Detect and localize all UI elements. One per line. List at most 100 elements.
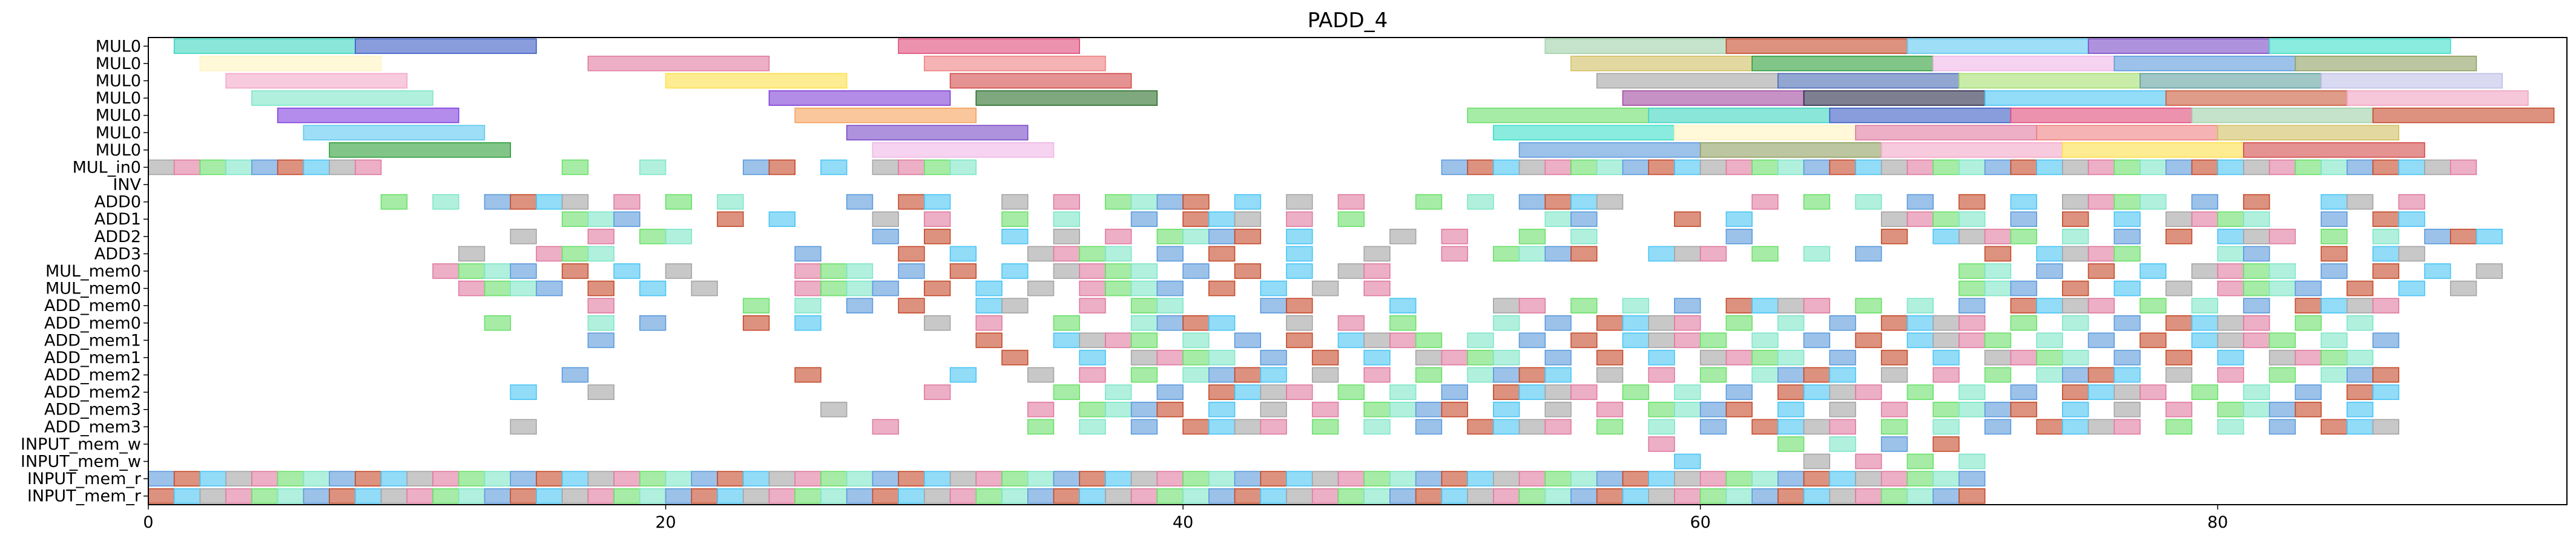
task-bar: [1725, 401, 1753, 418]
task-bar: [561, 367, 589, 383]
task-bar: [1208, 315, 1236, 331]
task-bar: [1286, 246, 1313, 262]
task-bar: [1958, 298, 1986, 313]
task-bar: [1363, 367, 1391, 383]
task-bar: [1829, 350, 1856, 365]
task-bar: [1725, 315, 1753, 331]
task-bar: [2294, 159, 2322, 175]
task-bar: [1286, 263, 1313, 279]
task-bar: [975, 488, 1003, 504]
y-tick-label: INPUT_mem_r: [27, 487, 142, 506]
task-bar: [1829, 384, 1856, 400]
task-bar: [1699, 142, 1882, 158]
task-bar: [1493, 125, 1675, 141]
task-bar: [2036, 350, 2063, 365]
task-bar: [1311, 419, 1339, 435]
task-bar: [2113, 384, 2141, 400]
task-bar: [1415, 350, 1443, 365]
task-bar: [561, 488, 589, 504]
x-tick-label: 80: [2207, 513, 2228, 532]
task-bar: [1130, 194, 1158, 210]
task-bar: [1596, 350, 1624, 365]
task-bar: [277, 471, 305, 487]
task-bar: [2243, 315, 2270, 331]
task-bar: [1725, 229, 1753, 244]
task-bar: [820, 488, 848, 504]
task-bar: [639, 229, 667, 244]
task-bar: [2347, 315, 2374, 331]
x-tick-label: 0: [143, 513, 153, 532]
task-bar: [1829, 436, 1856, 452]
task-bar: [2294, 384, 2322, 400]
task-bar: [1725, 488, 1753, 504]
task-bar: [1130, 350, 1158, 365]
task-bar: [1027, 246, 1055, 262]
task-bar: [2217, 332, 2244, 349]
task-bar: [1441, 384, 1468, 400]
task-bar: [2347, 159, 2374, 175]
task-bar: [329, 488, 356, 504]
task-bar: [1467, 367, 1494, 383]
task-bar: [458, 280, 486, 297]
task-bar: [2140, 263, 2167, 279]
task-bar: [1596, 73, 1779, 89]
task-bar: [768, 90, 951, 106]
task-bar: [2036, 332, 2063, 349]
task-bar: [432, 263, 460, 279]
task-bar: [510, 384, 537, 400]
task-bar: [1958, 315, 1986, 331]
task-bar: [1415, 401, 1443, 418]
task-bar: [1001, 350, 1029, 365]
task-bar: [2036, 298, 2063, 313]
task-bar: [1363, 471, 1391, 487]
task-bar: [1234, 488, 1262, 504]
task-bar: [691, 280, 718, 297]
task-bar: [1001, 488, 1029, 504]
task-bar: [1518, 298, 1546, 313]
task-bar: [1286, 298, 1313, 313]
task-bar: [898, 488, 925, 504]
task-bar: [1518, 194, 1546, 210]
task-bar: [924, 56, 1106, 71]
task-bar: [1079, 350, 1106, 365]
task-bar: [587, 384, 614, 400]
task-bar: [2347, 90, 2529, 106]
task-bar: [1105, 246, 1132, 262]
task-bar: [2449, 229, 2477, 244]
y-tick-label: ADD_mem0: [44, 297, 141, 315]
task-bar: [1803, 453, 1831, 470]
task-bar: [1596, 488, 1624, 504]
task-bar: [2113, 194, 2141, 210]
task-bar: [536, 246, 563, 262]
task-bar: [1156, 298, 1184, 313]
task-bar: [355, 159, 382, 175]
task-bar: [794, 298, 822, 313]
task-bar: [1493, 471, 1520, 487]
y-tick-label: ADD0: [94, 193, 141, 212]
y-tick-label: ADD_mem2: [44, 366, 141, 385]
task-bar: [2165, 229, 2193, 244]
task-bar: [2010, 315, 2037, 331]
task-bar: [1518, 246, 1546, 262]
task-bar: [742, 159, 770, 175]
task-bar: [1130, 298, 1158, 313]
task-bar: [2217, 246, 2244, 262]
task-bar: [1751, 471, 1779, 487]
task-bar: [1777, 384, 1805, 400]
task-bar: [742, 488, 770, 504]
task-bar: [2347, 280, 2374, 297]
task-bar: [872, 488, 899, 504]
task-bar: [1182, 367, 1210, 383]
task-bar: [794, 107, 977, 123]
task-bar: [1829, 107, 2012, 123]
task-bar: [1105, 488, 1132, 504]
task-bar: [2347, 367, 2374, 383]
task-bar: [898, 159, 925, 175]
task-bar: [1337, 194, 1365, 210]
task-bar: [2321, 350, 2348, 365]
task-bar: [1984, 159, 2012, 175]
task-bar: [1208, 401, 1236, 418]
task-bar: [2424, 159, 2451, 175]
task-bar: [199, 471, 226, 487]
task-bar: [1053, 211, 1080, 228]
